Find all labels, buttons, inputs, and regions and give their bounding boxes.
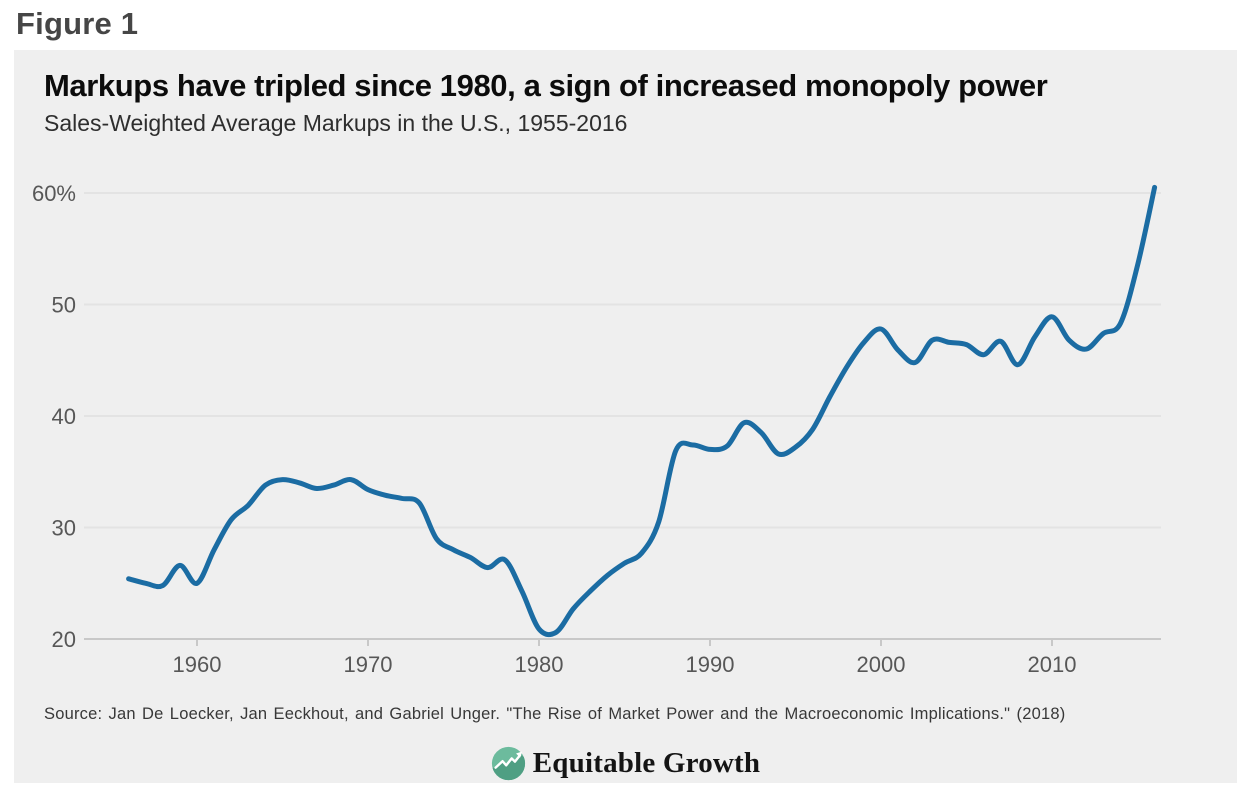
chart-title: Markups have tripled since 1980, a sign …: [44, 68, 1048, 103]
markups-line-chart: 20 30 40 50 60% 1960 1970 1980 1990 2000 2010: [32, 181, 1161, 677]
equitable-growth-logo: Equitable Growth: [14, 744, 1237, 783]
y-axis-label-20: 20: [52, 627, 76, 652]
logo-arrowhead: [515, 751, 522, 758]
source-note: Source: Jan De Loecker, Jan Eeckhout, an…: [44, 705, 1066, 723]
y-axis-label-30: 30: [52, 516, 76, 541]
y-axis-label-40: 40: [52, 404, 76, 429]
figure-label: Figure 1: [16, 6, 139, 41]
x-axis-label-2010: 2010: [1028, 652, 1077, 677]
chart-subtitle: Sales-Weighted Average Markups in the U.…: [44, 110, 628, 136]
equitable-growth-logo-icon: [491, 746, 525, 781]
x-axis-label-1980: 1980: [515, 652, 564, 677]
x-axis-label-1970: 1970: [344, 652, 393, 677]
chart-card: Markups have tripled since 1980, a sign …: [14, 50, 1237, 783]
markup-line-series: [126, 184, 1158, 638]
y-axis-label-60: 60%: [32, 181, 76, 206]
y-axis-label-50: 50: [52, 293, 76, 318]
logo-area-fill: [491, 754, 525, 781]
x-axis-label-1960: 1960: [173, 652, 222, 677]
logo-zigzag-line: [494, 754, 521, 769]
logo-text: Equitable Growth: [532, 747, 761, 779]
x-axis-label-1990: 1990: [686, 652, 735, 677]
x-axis-label-2000: 2000: [857, 652, 906, 677]
